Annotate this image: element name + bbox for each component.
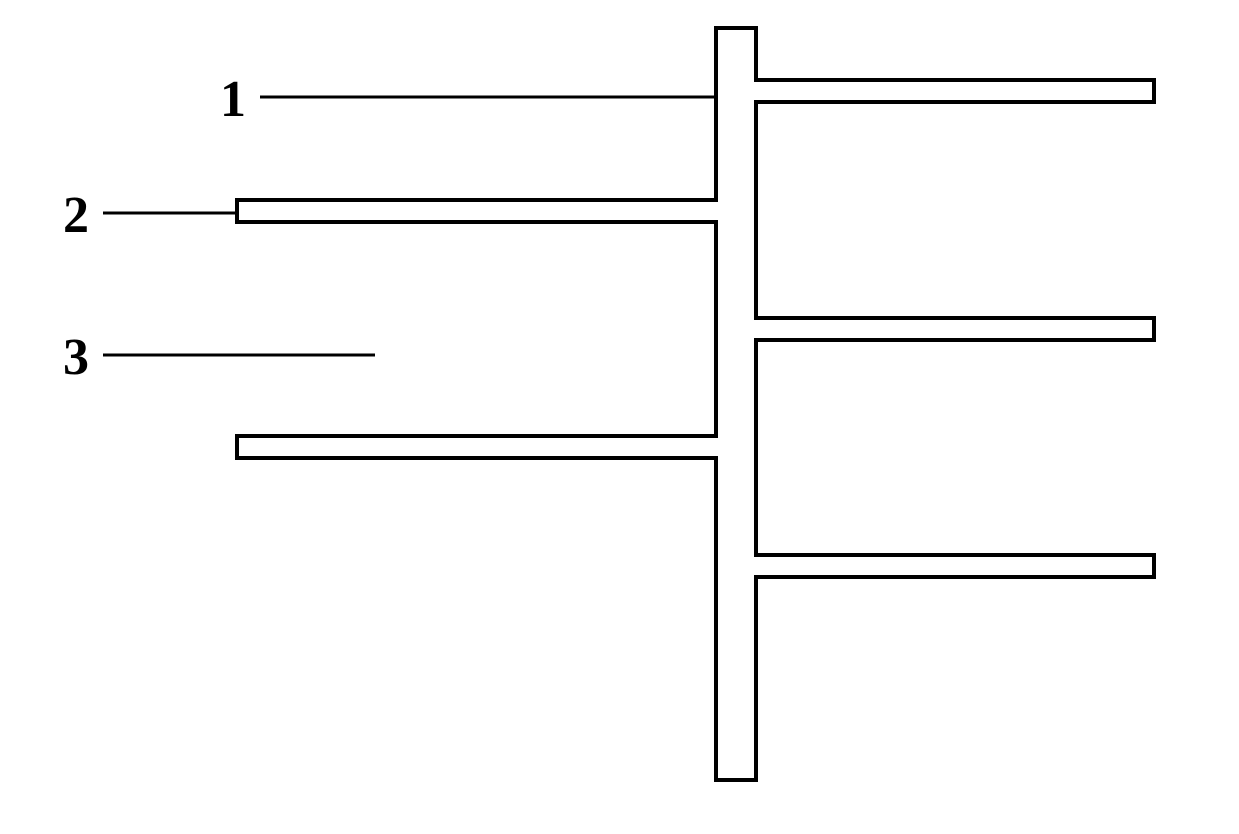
right-arm-2 [756, 318, 1154, 340]
right-arm-3 [756, 555, 1154, 577]
label-3: 3 [63, 328, 89, 387]
label-2: 2 [63, 186, 89, 245]
left-arm-2 [237, 436, 716, 458]
label-1: 1 [220, 70, 246, 129]
left-arm-1 [237, 200, 716, 222]
vertical-bar [716, 28, 756, 780]
right-arm-1 [756, 80, 1154, 102]
